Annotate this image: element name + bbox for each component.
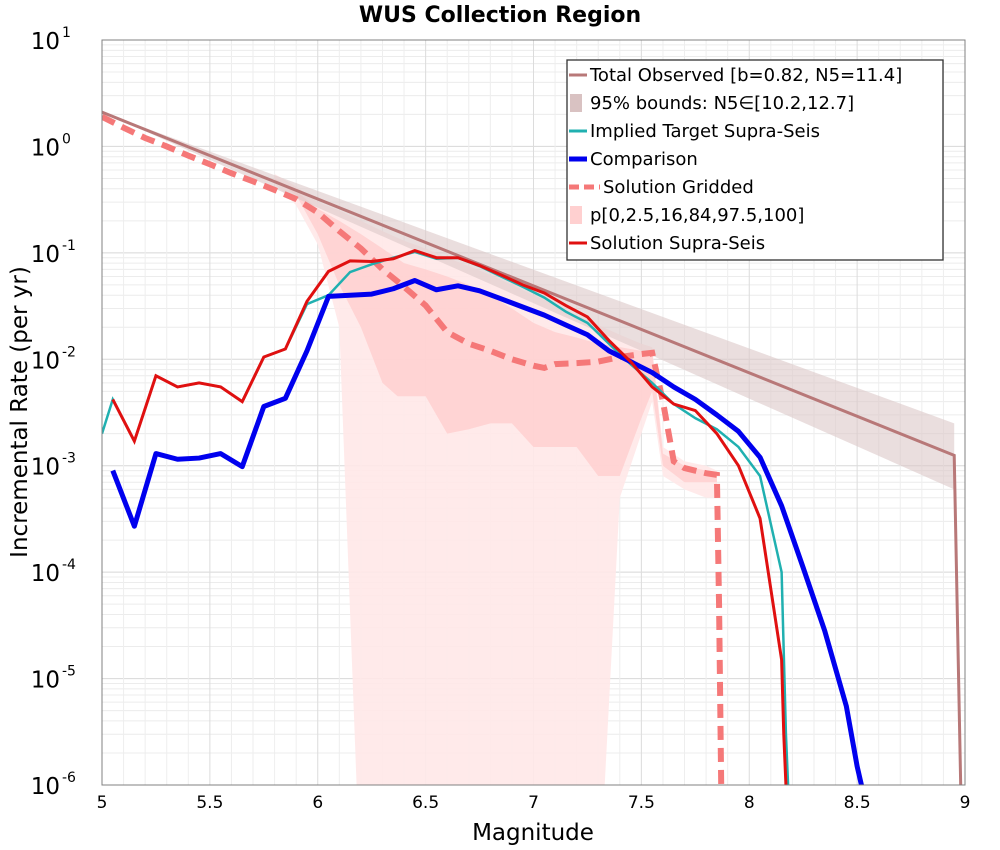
y-tick-label: 10 [31,561,60,587]
x-axis-label: Magnitude [472,820,594,846]
percentile-band-inner [274,178,717,483]
y-tick-exponent: -6 [62,770,76,786]
x-tick-label: 6 [312,793,323,813]
x-tick-label: 7 [528,793,539,813]
legend-label: p[0,2.5,16,84,97.5,100] [590,205,804,226]
y-tick-label: 10 [31,774,60,800]
legend: Total Observed [b=0.82, N5=11.4] 95% boun… [566,59,944,261]
y-tick-label: 10 [31,348,60,374]
y-axis-label: Incremental Rate (per yr) [7,266,33,558]
y-tick-label: 10 [31,455,60,481]
legend-item: Solution Gridded [569,177,754,198]
y-tick-label: 10 [31,29,60,55]
chart-title: WUS Collection Region [359,3,641,28]
series-solution-supra [111,249,788,785]
legend-swatch [570,206,582,224]
series-total-observed [102,110,963,785]
legend-box [566,59,944,261]
bounds-band [102,112,955,490]
legend-item: Implied Target Supra-Seis [569,121,820,142]
y-tick-exponent: 0 [62,131,71,147]
y-tick-label: 10 [31,668,60,694]
legend-label: Comparison [590,149,698,170]
x-tick-label: 7.5 [628,793,655,813]
y-tick-exponent: -1 [62,238,76,254]
y-tick-label: 10 [31,135,60,161]
x-tick-label: 6.5 [412,793,439,813]
legend-label: Total Observed [b=0.82, N5=11.4] [589,65,902,86]
x-tick-label: 8.5 [844,793,871,813]
series-solution-gridded [102,114,725,785]
y-tick-exponent: -4 [62,557,76,573]
y-tick-label: 10 [31,242,60,268]
y-tick-exponent: -2 [62,344,76,360]
legend-item: p[0,2.5,16,84,97.5,100] [570,205,804,226]
series-comparison [110,277,864,785]
x-tick-labels: 5 5.5 6 6.5 7 7.5 8 8.5 9 [97,793,971,813]
x-tick-label: 5.5 [196,793,223,813]
legend-label: Solution Gridded [603,177,754,198]
legend-label: Solution Supra-Seis [590,233,765,254]
x-tick-label: 5 [97,793,108,813]
plot-frame [101,39,966,786]
x-tick-label: 8 [744,793,755,813]
legend-item: Solution Supra-Seis [569,233,765,254]
legend-swatch [570,94,582,112]
legend-label: Implied Target Supra-Seis [590,121,820,142]
series-lines [102,110,963,785]
legend-item: Comparison [569,149,698,170]
legend-item: Total Observed [b=0.82, N5=11.4] [569,65,902,86]
x-tick-label: 9 [960,793,971,813]
y-tick-exponent: -3 [62,451,76,467]
y-tick-exponent: -5 [62,664,76,680]
y-tick-exponent: 1 [62,25,71,41]
legend-item: 95% bounds: N5∈[10.2,12.7] [570,93,854,114]
legend-label: 95% bounds: N5∈[10.2,12.7] [590,93,854,114]
bands [102,112,955,785]
